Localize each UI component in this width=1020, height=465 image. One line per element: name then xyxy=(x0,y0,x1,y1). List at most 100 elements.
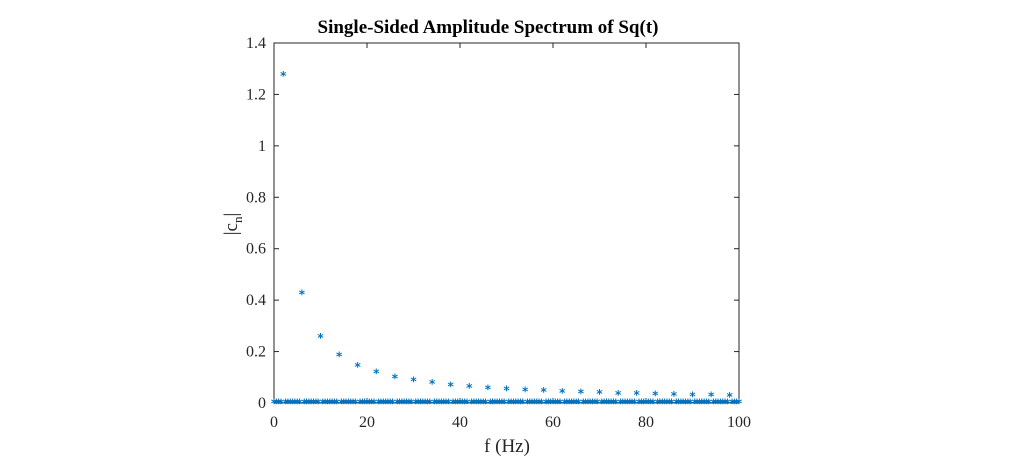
baseline-point: * xyxy=(324,397,331,411)
baseline-point: * xyxy=(338,397,345,411)
baseline-point: * xyxy=(441,397,448,411)
baseline-point: * xyxy=(475,397,482,411)
baseline-point: * xyxy=(282,397,289,411)
baseline-point: * xyxy=(357,397,364,411)
harmonic-point: * xyxy=(355,360,362,374)
baseline-point: * xyxy=(729,397,736,411)
baseline-point: * xyxy=(657,397,664,411)
baseline-point: * xyxy=(415,397,422,411)
baseline-point: * xyxy=(436,397,443,411)
baseline-point: * xyxy=(545,397,552,411)
baseline-point: * xyxy=(396,397,403,411)
baseline-point: * xyxy=(636,397,643,411)
baseline-point: * xyxy=(385,397,392,411)
baseline-point: * xyxy=(343,397,350,411)
baseline-point: * xyxy=(601,397,608,411)
baseline-point: * xyxy=(608,397,615,411)
harmonic-point: * xyxy=(503,383,510,397)
x-tick-label: 80 xyxy=(638,414,654,431)
baseline-point: * xyxy=(694,397,701,411)
y-axis-ticks xyxy=(274,42,739,404)
baseline-point: * xyxy=(494,397,501,411)
y-tick-label: 1 xyxy=(258,138,266,155)
baseline-point: * xyxy=(622,397,629,411)
baseline-point: * xyxy=(617,397,624,411)
baseline-point: * xyxy=(629,397,636,411)
baseline-point: * xyxy=(529,397,536,411)
y-tick-label: 1.4 xyxy=(246,35,266,52)
baseline-point: * xyxy=(487,397,494,411)
baseline-point: * xyxy=(382,397,389,411)
baseline-point: * xyxy=(271,397,278,411)
baseline-point: * xyxy=(594,397,601,411)
baseline-point: * xyxy=(329,397,336,411)
baseline-point: * xyxy=(538,397,545,411)
baseline-point: * xyxy=(369,397,376,411)
baseline-point: * xyxy=(661,397,668,411)
baseline-point: * xyxy=(722,397,729,411)
baseline-point: * xyxy=(401,397,408,411)
baseline-point: * xyxy=(387,397,394,411)
x-tick-label: 100 xyxy=(727,414,751,431)
baseline-point: * xyxy=(310,397,317,411)
baseline-point: * xyxy=(287,397,294,411)
baseline-point: * xyxy=(575,397,582,411)
baseline-point: * xyxy=(710,397,717,411)
baseline-point: * xyxy=(273,397,280,411)
baseline-point: * xyxy=(320,397,327,411)
harmonic-point: * xyxy=(596,387,603,401)
baseline-point: * xyxy=(371,397,378,411)
baseline-point: * xyxy=(568,397,575,411)
baseline-point: * xyxy=(592,397,599,411)
baseline-point: * xyxy=(566,397,573,411)
baseline-point: * xyxy=(394,397,401,411)
baseline-point: * xyxy=(294,397,301,411)
baseline-point: * xyxy=(362,397,369,411)
y-tick-label: 0.8 xyxy=(246,189,266,206)
baseline-point: * xyxy=(422,397,429,411)
baseline-point: * xyxy=(443,397,450,411)
y-tick-label: 0.2 xyxy=(246,344,266,361)
baseline-point: * xyxy=(408,397,415,411)
baseline-point: * xyxy=(715,397,722,411)
baseline-point: * xyxy=(403,397,410,411)
baseline-point: * xyxy=(648,397,655,411)
baseline-point: * xyxy=(627,397,634,411)
baseline-point: * xyxy=(345,397,352,411)
baseline-point: * xyxy=(389,397,396,411)
baseline-point: * xyxy=(643,397,650,411)
baseline-point: * xyxy=(462,397,469,411)
harmonic-point: * xyxy=(392,371,399,385)
baseline-point: * xyxy=(434,397,441,411)
y-axis-label-suffix: | xyxy=(221,213,242,217)
baseline-point: * xyxy=(692,397,699,411)
y-axis-label: |cn| xyxy=(221,213,245,236)
baseline-point: * xyxy=(424,397,431,411)
y-axis-label-text: |cn| xyxy=(221,213,245,236)
y-axis-tick-labels: 0 0.2 0.4 0.6 0.8 1 1.2 1.4 xyxy=(246,35,266,412)
baseline-point: * xyxy=(613,397,620,411)
baseline-point: * xyxy=(508,397,515,411)
baseline-point: * xyxy=(599,397,606,411)
x-axis-label: f (Hz) xyxy=(484,436,530,457)
harmonic-point: * xyxy=(317,331,324,345)
harmonic-point: * xyxy=(615,388,622,402)
baseline-point: * xyxy=(364,397,371,411)
data-points: ****************************************… xyxy=(271,69,743,410)
plot-area-frame xyxy=(273,42,740,404)
baseline-point: * xyxy=(555,397,562,411)
baseline-point: * xyxy=(315,397,322,411)
baseline-point: * xyxy=(654,397,661,411)
harmonic-point: * xyxy=(373,367,380,381)
baseline-point: * xyxy=(331,397,338,411)
y-tick-label: 0.6 xyxy=(246,241,266,258)
harmonic-point: * xyxy=(541,385,548,399)
harmonic-point: * xyxy=(410,375,417,389)
harmonic-point: * xyxy=(578,386,585,400)
baseline-point: * xyxy=(680,397,687,411)
y-axis-label-base: |c xyxy=(221,223,242,235)
harmonic-point: * xyxy=(708,390,715,404)
baseline-point: * xyxy=(564,397,571,411)
baseline-point: * xyxy=(675,397,682,411)
